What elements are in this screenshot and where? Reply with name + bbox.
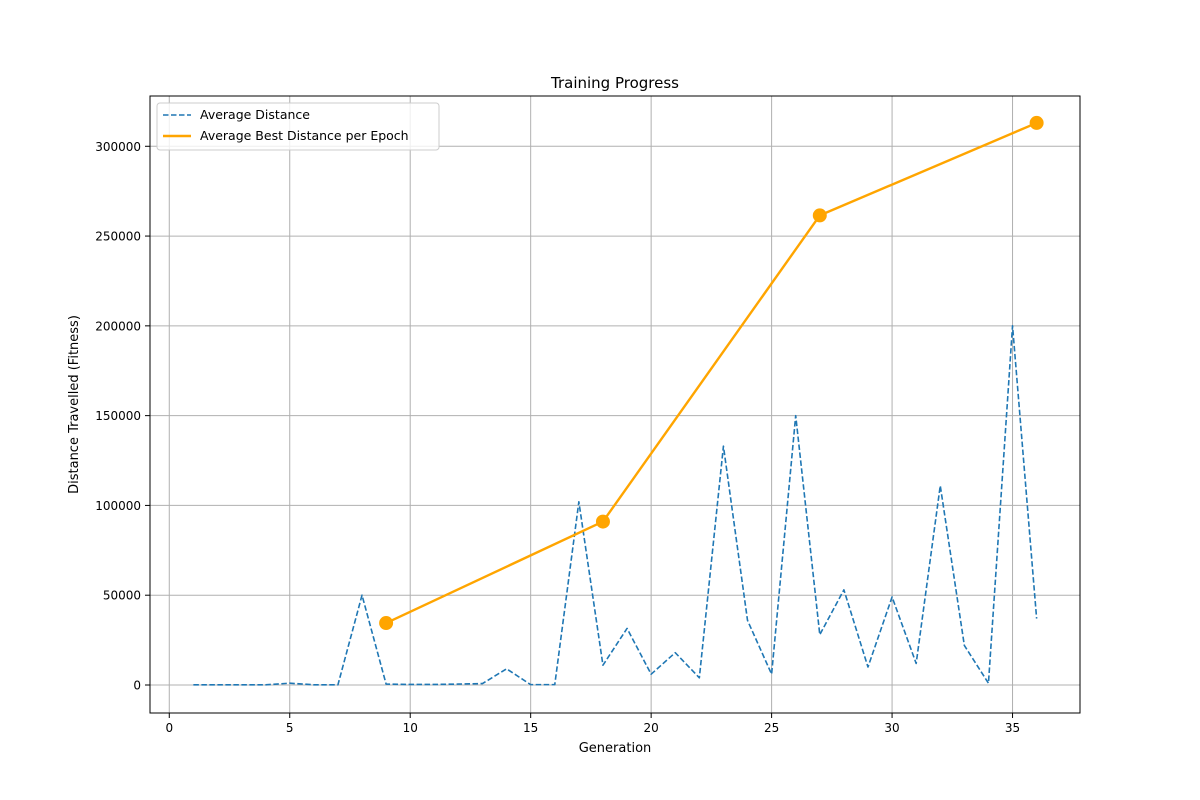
y-axis-label: Distance Travelled (Fitness)	[67, 315, 82, 494]
x-tick-label: 5	[286, 721, 294, 735]
series-line-1	[385, 121, 1038, 625]
x-tick-label: 10	[403, 721, 418, 735]
x-tick-label: 30	[884, 721, 899, 735]
legend: Average Distance Average Best Distance p…	[156, 102, 440, 151]
y-tick-label: 0	[133, 678, 141, 692]
series-point-1	[1029, 115, 1044, 130]
x-axis-label: Generation	[579, 741, 652, 756]
plot-area-background	[150, 96, 1080, 713]
y-tick-label: 250000	[95, 230, 141, 244]
series-point-1	[812, 208, 827, 223]
y-tick-label: 100000	[95, 499, 141, 513]
legend-label-average-distance: Average Distance	[200, 107, 310, 122]
series-point-1	[379, 616, 394, 631]
y-tick-label: 150000	[95, 409, 141, 423]
y-tick-label: 300000	[95, 140, 141, 154]
legend-label-average-best-distance: Average Best Distance per Epoch	[200, 128, 409, 143]
plot-frame	[149, 95, 1081, 714]
chart-title: Training Progress	[550, 74, 679, 92]
legend-box	[156, 102, 440, 151]
y-tick-label: 200000	[95, 319, 141, 333]
x-tick-label: 35	[1005, 721, 1020, 735]
x-tick-label: 20	[643, 721, 658, 735]
x-tick-label: 0	[165, 721, 173, 735]
y-tick-label: 50000	[103, 589, 141, 603]
x-tick-label: 25	[764, 721, 779, 735]
series-line-0	[193, 325, 1038, 686]
x-tick-label: 15	[523, 721, 538, 735]
tick-layer: 0 5 10 15 20 25 30 35 0 50000 100000 150000 200000 25…	[95, 140, 1020, 735]
series-point-1	[595, 514, 610, 529]
series-layer	[193, 115, 1044, 686]
